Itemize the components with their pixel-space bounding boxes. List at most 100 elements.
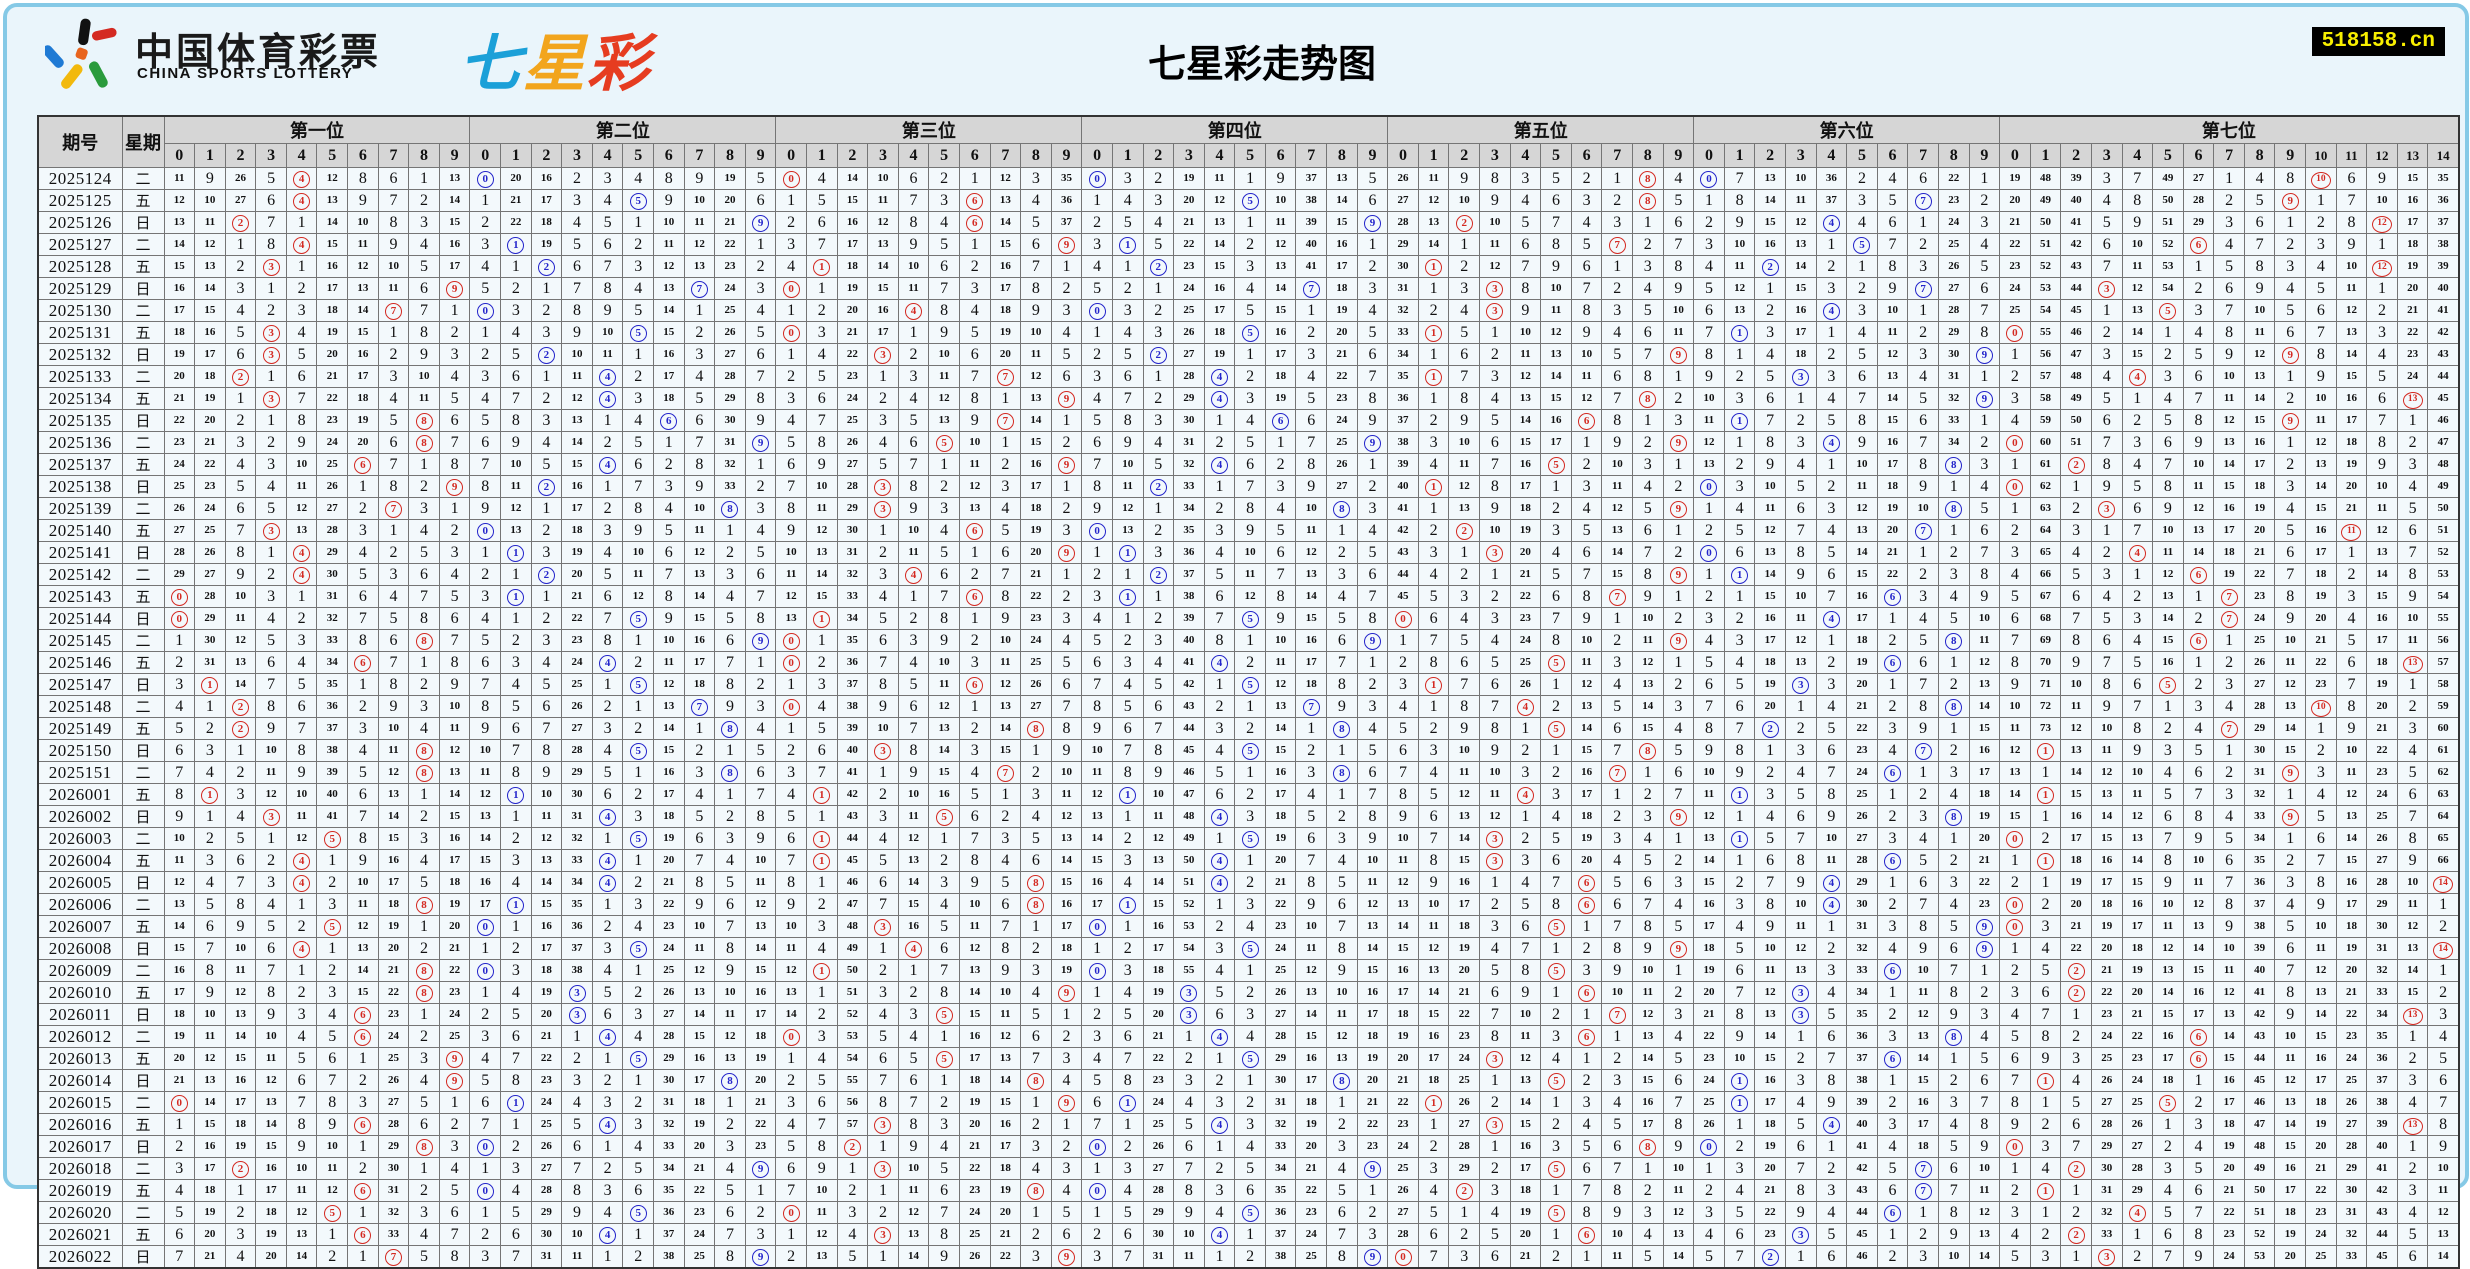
miss-cell: 1 <box>1142 277 1175 300</box>
miss-cell: 1 <box>1081 1157 1113 1180</box>
miss-cell: 18 <box>1203 321 1236 344</box>
miss-cell: 4 <box>2029 937 2062 960</box>
miss-cell: 1 <box>163 629 196 652</box>
miss-cell: 16 <box>653 761 685 784</box>
miss-cell: 1 <box>775 343 807 366</box>
draw-circle: 9 <box>446 479 464 496</box>
draw-circle: 1 <box>1425 325 1443 342</box>
miss-cell: 11 <box>683 937 716 960</box>
miss-cell: 6 <box>1815 1025 1848 1048</box>
miss-cell: 33 <box>1264 1135 1297 1158</box>
miss-cell: 6 <box>377 431 410 454</box>
miss-cell: 20 <box>2090 937 2123 960</box>
miss-cell: 2 <box>285 981 318 1004</box>
miss-cell: 9 <box>1907 475 1939 498</box>
miss-cell: 8 <box>805 431 838 454</box>
miss-cell: 10 <box>1448 739 1481 762</box>
miss-cell: 3 <box>1601 827 1633 850</box>
miss-cell: 24 <box>1173 277 1205 300</box>
miss-cell: 6 <box>1326 1201 1358 1224</box>
miss-cell: 4 <box>683 783 716 806</box>
miss-cell: 7 <box>1111 739 1144 762</box>
miss-cell: 21 <box>1999 211 2031 234</box>
miss-cell: 15 <box>2366 585 2398 608</box>
miss-cell: 23 <box>1173 255 1205 278</box>
miss-cell: 5 <box>1081 409 1113 432</box>
draw-circle: 3 <box>874 479 892 496</box>
miss-cell: 11 <box>469 761 502 784</box>
miss-cell: 11 <box>194 211 226 234</box>
issue-cell: 2026006 <box>37 893 123 916</box>
miss-cell: 13 <box>1081 805 1113 828</box>
miss-cell: 19 <box>1846 651 1878 674</box>
digit-header: 6 <box>1264 143 1297 168</box>
miss-cell: 1 <box>438 299 471 322</box>
miss-cell: 8 <box>255 233 287 256</box>
miss-cell: 21 <box>1693 1003 1725 1026</box>
miss-cell: 14 <box>2274 717 2307 740</box>
miss-cell: 1 <box>714 739 746 762</box>
miss-cell: 1 <box>653 431 685 454</box>
miss-cell: 16 <box>2274 1157 2307 1180</box>
miss-cell: 1 <box>1907 1201 1939 1224</box>
miss-cell: 21 <box>683 1157 716 1180</box>
digit-header: 5 <box>622 143 654 168</box>
miss-cell: 3 <box>1326 1135 1358 1158</box>
digit-header: 8 <box>408 143 440 168</box>
miss-cell: 1 <box>1601 167 1633 190</box>
miss-cell: 4 <box>591 541 624 564</box>
miss-cell: 37 <box>1815 189 1848 212</box>
draw-circle: 4 <box>1822 875 1840 892</box>
miss-cell: 10 <box>2060 673 2092 696</box>
miss-cell: 1 <box>1540 1223 1572 1246</box>
draw-cell: 7 <box>1601 761 1633 784</box>
miss-cell: 8 <box>1723 189 1756 212</box>
draw-cell: 2 <box>1448 211 1481 234</box>
miss-cell: 5 <box>1234 1157 1266 1180</box>
miss-cell: 5 <box>1050 1201 1083 1224</box>
miss-cell: 2 <box>500 277 532 300</box>
draw-circle: 1 <box>507 787 525 804</box>
miss-cell: 11 <box>1417 167 1450 190</box>
miss-cell: 42 <box>836 783 869 806</box>
miss-cell: 34 <box>1846 981 1878 1004</box>
miss-cell: 12 <box>1203 189 1236 212</box>
miss-cell: 2 <box>1448 255 1481 278</box>
draw-circle: 8 <box>1027 721 1045 738</box>
draw-cell: 13 <box>2396 1113 2429 1136</box>
miss-cell: 18 <box>1784 343 1817 366</box>
issue-cell: 2026015 <box>37 1091 123 1114</box>
miss-cell: 13 <box>1050 827 1083 850</box>
miss-cell: 19 <box>714 167 746 190</box>
miss-cell: 43 <box>2243 1025 2276 1048</box>
site-badge-link[interactable]: 518158.cn <box>2311 27 2445 56</box>
miss-cell: 9 <box>1601 1201 1633 1224</box>
miss-cell: 17 <box>1264 343 1297 366</box>
draw-circle: 5 <box>935 1051 953 1068</box>
miss-cell: 7 <box>1784 827 1817 850</box>
miss-cell: 1 <box>591 475 624 498</box>
miss-cell: 19 <box>194 387 226 410</box>
miss-cell: 10 <box>1601 453 1633 476</box>
miss-cell: 17 <box>2090 871 2123 894</box>
miss-cell: 3 <box>928 871 960 894</box>
miss-cell: 1 <box>2090 519 2123 542</box>
miss-cell: 20 <box>194 1223 226 1246</box>
miss-cell: 7 <box>1784 1157 1817 1180</box>
miss-cell: 1 <box>1111 563 1144 586</box>
draw-circle: 5 <box>1547 919 1565 936</box>
miss-cell: 2 <box>438 321 471 344</box>
miss-cell: 2 <box>622 981 654 1004</box>
week-cell: 二 <box>121 1091 165 1114</box>
table-row: 2026014 日 21 13 16 12 6 7 2 26 4 9 5 8 23 3 2 1 30 17 8 20 2 5 5… <box>37 1069 2460 1092</box>
miss-cell: 3 <box>408 1201 440 1224</box>
miss-cell: 14 <box>805 563 838 586</box>
miss-cell: 7 <box>285 717 318 740</box>
week-cell: 五 <box>121 189 165 212</box>
miss-cell: 6 <box>1723 1223 1756 1246</box>
miss-cell: 8 <box>1937 1201 1970 1224</box>
miss-cell: 1 <box>867 365 899 388</box>
miss-cell: 13 <box>500 519 532 542</box>
miss-cell: 4 <box>1050 1069 1083 1092</box>
draw-circle: 8 <box>721 1073 739 1090</box>
